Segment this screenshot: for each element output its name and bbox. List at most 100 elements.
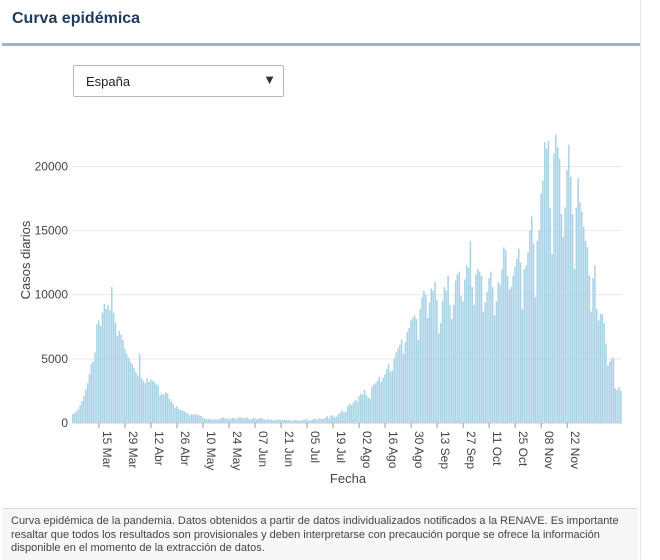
bar (484, 302, 487, 423)
bar (393, 358, 395, 423)
bar (412, 317, 414, 423)
bar (112, 312, 115, 423)
bar (298, 420, 301, 423)
bar (176, 406, 178, 423)
bar (215, 419, 217, 423)
bar (333, 417, 336, 423)
bar (516, 258, 518, 423)
bar (272, 420, 275, 423)
bar (322, 418, 325, 423)
bar (475, 274, 477, 423)
bar (400, 339, 403, 423)
bar (527, 252, 529, 423)
x-tick-label: 13 Sep (438, 431, 452, 469)
bar (408, 328, 410, 423)
bar (365, 394, 368, 423)
bar (181, 410, 184, 423)
bar (343, 412, 345, 423)
bar (309, 420, 312, 423)
bar (590, 311, 592, 423)
bar (603, 322, 605, 423)
bar (464, 279, 466, 423)
bar (222, 417, 225, 423)
bar (313, 418, 316, 423)
epidemic-curve-chart: 0 5000 10000 15000 20000 15 Mar 29 Mar 12 Abr 2… (18, 134, 622, 486)
bar (326, 416, 329, 423)
bar (430, 288, 433, 423)
bar (540, 193, 542, 423)
bar (177, 408, 180, 423)
bar (452, 305, 455, 423)
bar (319, 418, 321, 423)
bar (404, 342, 407, 423)
bar (98, 320, 100, 423)
y-tick-label: 20000 (35, 159, 69, 173)
x-tick-label: 08 Nov (542, 431, 556, 469)
bar (233, 418, 236, 423)
bar (376, 380, 379, 423)
bar (588, 275, 591, 423)
caret-down-icon[interactable]: ▼ (263, 72, 276, 87)
bar (337, 414, 340, 423)
bar (241, 417, 243, 423)
bar (402, 353, 405, 423)
bar (163, 394, 165, 423)
bar (287, 420, 290, 423)
bar (198, 415, 200, 423)
bar (185, 412, 187, 423)
bar (610, 358, 613, 423)
title-divider (2, 43, 640, 46)
bar (566, 170, 568, 423)
bar (109, 310, 111, 423)
bar (235, 419, 238, 423)
bar (363, 389, 366, 423)
bar (577, 178, 579, 423)
x-tick-label: 26 Abr (178, 431, 192, 466)
bar (129, 361, 132, 423)
bar (423, 290, 425, 423)
bar (568, 144, 570, 424)
bar (558, 158, 561, 423)
bar (107, 305, 109, 423)
bar (543, 142, 546, 424)
bar (144, 383, 146, 423)
bar (582, 226, 585, 423)
bar (620, 390, 622, 423)
x-tick-label: 10 May (204, 431, 218, 470)
region-select-value: España (86, 74, 131, 89)
bar (384, 374, 386, 423)
bar (159, 394, 161, 423)
bar (608, 361, 611, 423)
bar (261, 418, 264, 423)
bar (542, 180, 544, 423)
bar (486, 292, 488, 423)
bar (564, 207, 566, 423)
bar (465, 265, 468, 423)
bar (575, 207, 578, 423)
bar (380, 381, 382, 423)
bar (183, 411, 185, 423)
bar (345, 411, 347, 423)
bar (140, 378, 143, 423)
bar (551, 253, 553, 423)
bar (103, 303, 106, 423)
bar (220, 417, 223, 423)
bar (473, 305, 475, 423)
bar (120, 334, 122, 423)
bar (157, 385, 159, 423)
footer-note: Curva epidémica de la pandemia. Datos ob… (2, 508, 638, 560)
bar (501, 269, 503, 423)
bar (495, 301, 498, 423)
bar (259, 418, 262, 423)
bar (462, 301, 464, 423)
bar (389, 371, 392, 423)
bar (267, 419, 269, 423)
bar (373, 384, 375, 423)
bar (413, 315, 416, 423)
bar (497, 281, 500, 423)
bar (438, 333, 440, 423)
bar (296, 420, 299, 423)
region-select[interactable]: España ▼ (73, 65, 284, 97)
bar (255, 419, 258, 423)
bar (317, 419, 319, 423)
